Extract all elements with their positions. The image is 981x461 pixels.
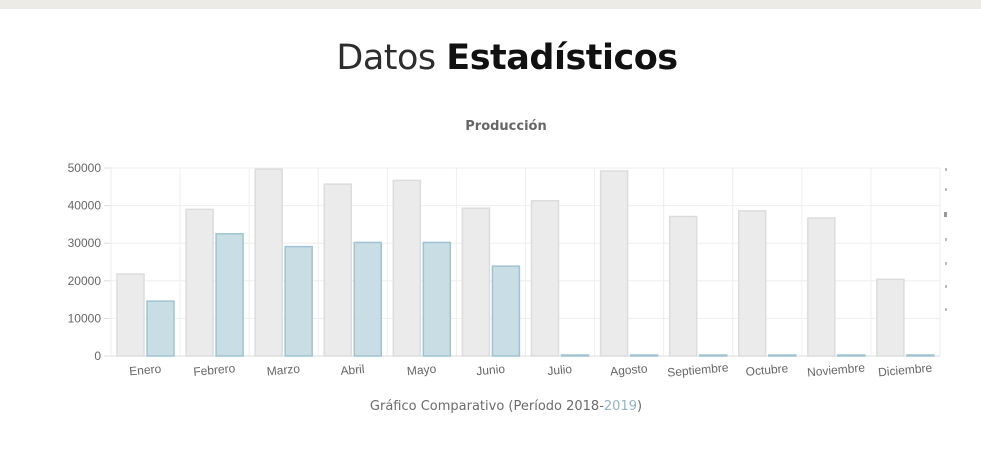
page-title-light: Datos — [336, 38, 436, 78]
x-axis-labels: Enero Febrero Marzo Abril Mayo Junio Julio Agos… — [129, 360, 933, 379]
chart-title: Producción — [465, 119, 547, 134]
bar-2019-agosto — [629, 354, 659, 357]
y-tick-label: 40000 — [68, 199, 102, 213]
bar-2018-febrero — [185, 208, 214, 357]
bar-2019-junio — [491, 265, 521, 357]
top-bar — [0, 0, 981, 9]
y-tick-label: 20000 — [68, 274, 102, 288]
bar-2018-marzo — [254, 168, 283, 357]
chart-caption: Gráfico Comparativo (Período 2018-2019) — [0, 399, 981, 414]
x-tick-label-diciembre: Diciembre — [878, 361, 933, 380]
bar-2018-agosto — [599, 170, 629, 357]
x-tick-label-febrero: Febrero — [193, 361, 236, 379]
grid-layer — [104, 167, 941, 357]
x-tick-label-mayo: Mayo — [406, 362, 437, 379]
caption-year-2019: 2019 — [603, 399, 637, 414]
bar-2019-octubre — [768, 354, 797, 357]
bar-2018-diciembre — [876, 278, 905, 357]
caption-suffix: ) — [637, 399, 643, 414]
bar-2018-octubre — [738, 210, 767, 357]
x-tick-label-agosto: Agosto — [610, 361, 649, 378]
x-tick-label-junio: Junio — [476, 362, 506, 378]
y-tick-label: 30000 — [68, 236, 102, 250]
bar-2018-noviembre — [807, 217, 836, 357]
bar-2019-abril — [353, 241, 382, 357]
bar-2018-mayo — [392, 179, 422, 357]
x-tick-label-noviembre: Noviembre — [807, 360, 866, 379]
secondary-axis-fragment — [944, 168, 947, 311]
bar-2018-julio — [530, 199, 560, 357]
x-tick-label-septiembre: Septiembre — [667, 360, 730, 379]
bar-2018-junio — [461, 207, 491, 357]
bar-2019-diciembre — [906, 354, 935, 357]
bar-2018-abril — [323, 183, 352, 357]
y-axis-ticks: 0 10000 20000 30000 40000 50000 — [68, 161, 102, 363]
x-tick-label-julio: Julio — [547, 362, 573, 378]
x-tick-label-enero: Enero — [129, 362, 162, 379]
x-tick-label-octubre: Octubre — [745, 361, 789, 379]
y-tick-label: 0 — [94, 349, 101, 363]
bar-2019-enero — [146, 300, 175, 357]
x-tick-label-abril: Abril — [340, 362, 365, 378]
bar-2019-marzo — [284, 245, 313, 357]
bar-2018-enero — [116, 273, 145, 357]
x-tick-label-marzo: Marzo — [266, 362, 301, 379]
bar-2019-septiembre — [698, 354, 728, 357]
page-title-bold: Estadísticos — [446, 38, 678, 78]
bar-2018-septiembre — [668, 215, 698, 357]
bar-2019-noviembre — [837, 354, 866, 357]
y-tick-label: 10000 — [68, 311, 102, 325]
page-title: Datos Estadísticos — [0, 38, 981, 78]
y-tick-label: 50000 — [68, 161, 102, 175]
bar-2019-febrero — [215, 233, 244, 357]
caption-prefix: Gráfico Comparativo (Período 2018- — [369, 399, 604, 414]
bar-layer — [116, 168, 935, 357]
bar-2019-julio — [560, 354, 590, 357]
bar-2019-mayo — [422, 241, 452, 357]
